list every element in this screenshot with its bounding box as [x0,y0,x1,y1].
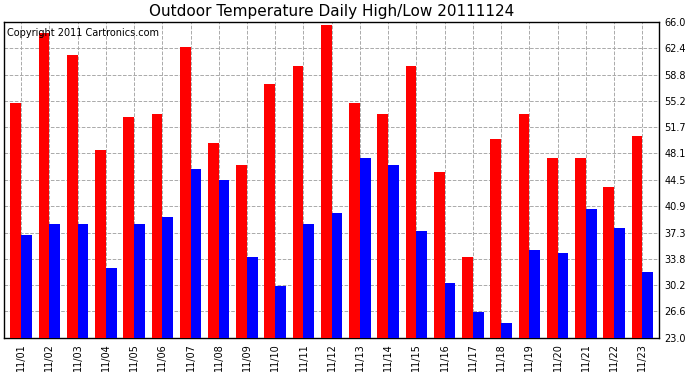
Bar [547,158,558,338]
Bar [208,143,219,338]
Bar [247,257,258,338]
Bar [603,187,614,338]
Bar [10,103,21,338]
Bar [95,150,106,338]
Bar [304,224,314,338]
Bar [39,33,50,338]
Bar [416,231,427,338]
Bar [124,117,134,338]
Bar [444,283,455,338]
Bar [360,158,371,338]
Bar [21,235,32,338]
Bar [642,272,653,338]
Bar [501,323,512,338]
Bar [264,84,275,338]
Bar [462,257,473,338]
Bar [162,217,173,338]
Bar [586,209,597,338]
Bar [106,268,117,338]
Bar [631,136,642,338]
Bar [558,254,569,338]
Bar [219,180,230,338]
Bar [67,55,77,338]
Bar [152,114,162,338]
Bar [293,66,304,338]
Bar [332,213,342,338]
Bar [349,103,360,338]
Bar [180,48,190,338]
Bar [434,172,444,338]
Bar [473,312,484,338]
Bar [519,114,529,338]
Bar [575,158,586,338]
Bar [406,66,416,338]
Bar [321,26,332,338]
Bar [275,286,286,338]
Bar [134,224,145,338]
Bar [614,228,624,338]
Bar [190,169,201,338]
Bar [77,224,88,338]
Bar [529,250,540,338]
Bar [491,140,501,338]
Bar [50,224,60,338]
Title: Outdoor Temperature Daily High/Low 20111124: Outdoor Temperature Daily High/Low 20111… [149,4,514,19]
Text: Copyright 2011 Cartronics.com: Copyright 2011 Cartronics.com [8,28,159,38]
Bar [377,114,388,338]
Bar [388,165,399,338]
Bar [236,165,247,338]
